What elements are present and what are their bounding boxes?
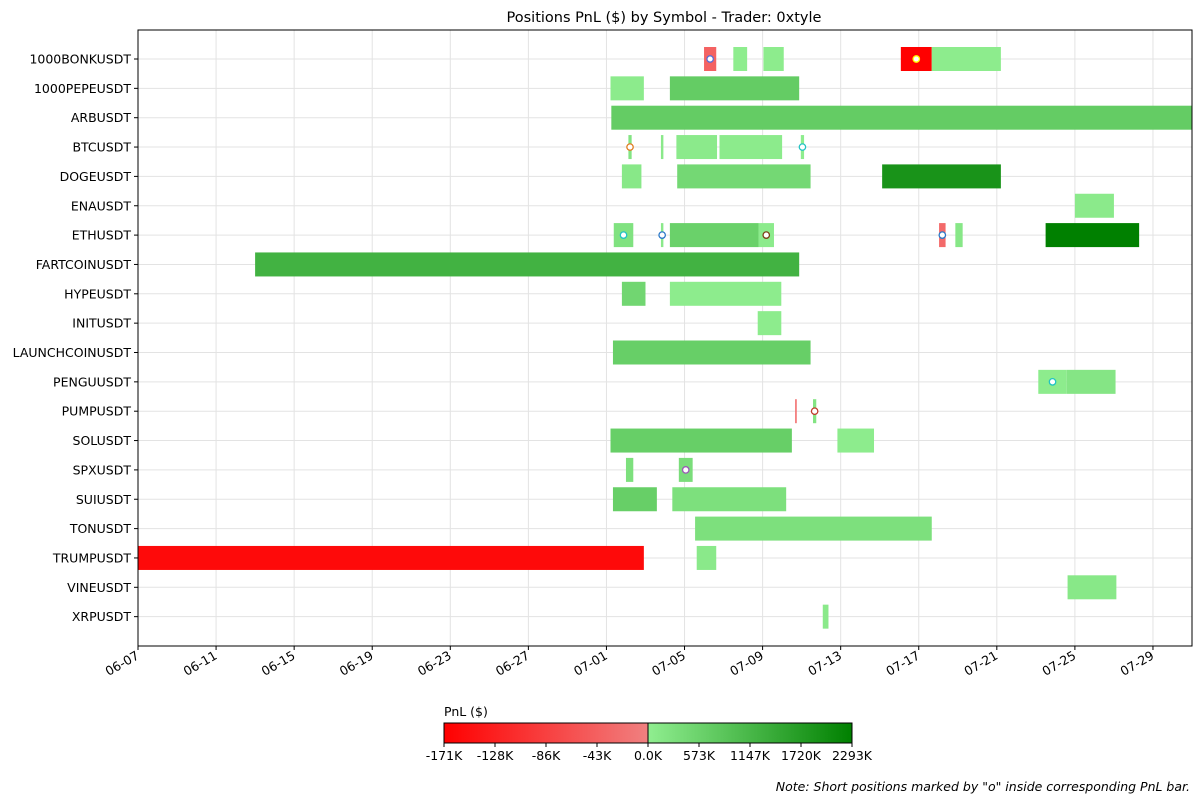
colorbar-tick-label: -43K (583, 748, 612, 763)
position-bar (625, 457, 634, 482)
y-tick-label: TRUMPUSDT (52, 550, 132, 565)
position-bar (795, 399, 797, 424)
position-bar (621, 164, 642, 189)
position-bar (612, 487, 657, 512)
colorbar-tick-label: 2293K (832, 748, 873, 763)
y-tick-label: XRPUSDT (72, 609, 131, 624)
x-tick-label: 07-01 (571, 648, 610, 679)
position-bar (676, 135, 718, 160)
colorbar-label: PnL ($) (444, 704, 488, 719)
y-tick-label: SPXUSDT (73, 462, 132, 477)
short-position-marker (762, 231, 771, 239)
x-tick-label: 07-25 (1039, 648, 1078, 679)
position-bar (733, 47, 748, 71)
y-tick-label: SUIUSDT (76, 492, 131, 507)
colorbar-tick-label: 573K (683, 748, 716, 763)
x-tick-label: 07-09 (727, 648, 766, 679)
x-tick-label: 07-21 (961, 648, 1000, 679)
position-bar (695, 516, 932, 541)
colorbar-tick-label: 0.0K (634, 748, 663, 763)
colorbar-tick-label: -171K (426, 748, 463, 763)
y-tick-label: 1000BONKUSDT (29, 52, 131, 67)
y-tick-label: VINEUSDT (67, 580, 131, 595)
position-bar (696, 545, 717, 570)
short-position-marker (810, 407, 819, 416)
y-tick-label: ENAUSDT (71, 198, 132, 213)
short-position-marker (912, 55, 921, 63)
short-position-marker (681, 466, 690, 474)
y-tick-label: PUMPUSDT (62, 404, 132, 419)
x-tick-label: 06-23 (415, 648, 454, 679)
position-bar (1045, 223, 1140, 248)
y-tick-label: HYPEUSDT (64, 286, 131, 301)
y-tick-label: ETHUSDT (72, 228, 132, 243)
short-position-marker (619, 231, 628, 239)
colorbar-positive (648, 723, 852, 743)
x-tick-label: 07-13 (805, 648, 844, 679)
position-bar (669, 223, 759, 248)
position-bar (1074, 193, 1114, 218)
y-tick-label: SOLUSDT (73, 433, 132, 448)
short-position-marker (626, 143, 634, 151)
y-tick-label: FARTCOINUSDT (36, 257, 132, 272)
colorbar-tick-label: -128K (477, 748, 514, 763)
y-tick-label: INITUSDT (72, 316, 131, 331)
position-bar (660, 135, 664, 160)
short-position-marker (706, 55, 714, 63)
position-bar (669, 281, 782, 306)
x-tick-label: 07-29 (1118, 648, 1157, 679)
short-position-marker (658, 231, 667, 239)
x-tick-label: 06-11 (181, 648, 220, 679)
y-axis: 1000BONKUSDT 1000PEPEUSDT ARBUSDT BTCUSDT DO… (13, 52, 138, 624)
short-markers (619, 55, 1057, 474)
position-bar (822, 604, 829, 629)
y-tick-label: ARBUSDT (71, 110, 132, 125)
colorbar-tick-label: -86K (532, 748, 561, 763)
short-position-marker (938, 231, 947, 239)
position-bar (955, 223, 963, 248)
short-position-marker (798, 143, 807, 151)
colorbar: PnL ($) -171K -128K -86K -43K 0.0K 573K 1147K 17… (426, 704, 873, 763)
colorbar-tick-label: 1720K (781, 748, 822, 763)
chart-title: Positions PnL ($) by Symbol - Trader: 0x… (507, 10, 822, 26)
x-tick-label: 06-19 (337, 648, 376, 679)
x-tick-label: 06-27 (493, 648, 532, 679)
y-tick-label: TONUSDT (69, 521, 132, 536)
x-tick-label: 07-17 (883, 648, 922, 679)
position-bar (612, 340, 811, 365)
x-tick-label: 07-05 (649, 648, 688, 679)
plot-frame (137, 29, 1193, 647)
position-bar (763, 47, 784, 71)
colorbar-tick-label: 1147K (730, 748, 771, 763)
pnl-bars (138, 47, 1192, 629)
short-positions-note: Note: Short positions marked by "o" insi… (775, 779, 1190, 794)
x-tick-label: 06-15 (259, 648, 298, 679)
x-tick-label: 06-07 (103, 648, 142, 679)
position-bar (1067, 575, 1117, 600)
y-tick-label: PENGUUSDT (53, 374, 131, 389)
position-bar (882, 164, 1001, 189)
position-bar (931, 47, 1001, 71)
short-position-marker (1048, 377, 1057, 386)
position-bar (757, 311, 782, 336)
y-tick-label: 1000PEPEUSDT (34, 81, 131, 96)
position-bar (669, 76, 800, 101)
position-bar (138, 545, 644, 570)
position-bar (837, 428, 875, 453)
position-bar (611, 105, 1192, 130)
position-bar (677, 164, 811, 189)
colorbar-negative (444, 723, 648, 743)
position-bar (672, 487, 787, 512)
y-tick-label: DOGEUSDT (60, 169, 132, 184)
position-bar (610, 428, 792, 453)
y-tick-label: BTCUSDT (72, 140, 131, 155)
position-bar (255, 252, 800, 277)
position-bar (610, 76, 644, 101)
y-tick-label: LAUNCHCOINUSDT (13, 345, 132, 360)
position-bar (719, 135, 783, 160)
position-bar (621, 281, 646, 306)
position-bar (1066, 369, 1116, 394)
x-axis: 06-07 06-11 06-15 06-19 06-23 06-27 07-01 07-05… (103, 646, 1157, 679)
